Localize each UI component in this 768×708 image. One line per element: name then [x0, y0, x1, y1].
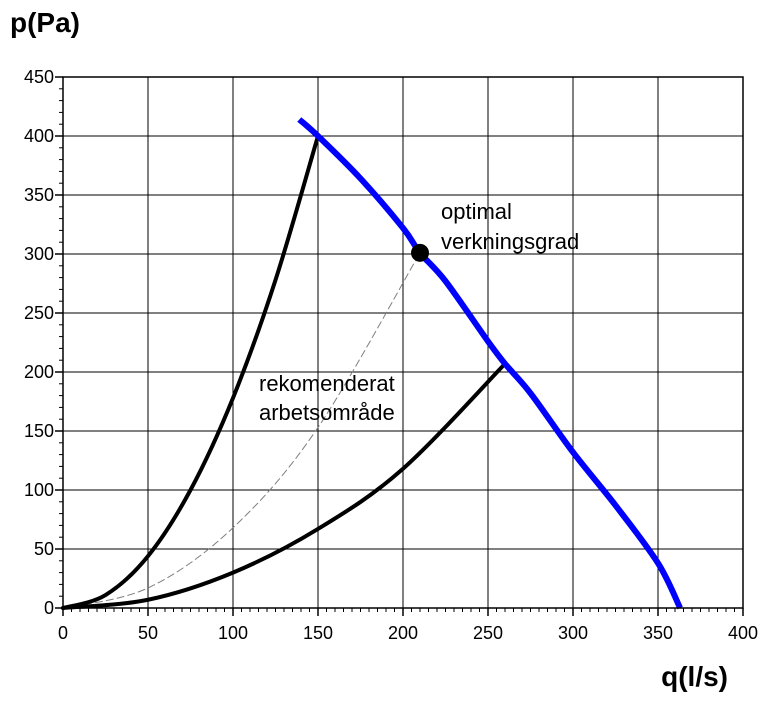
system-curve-upper-limit-line — [61, 134, 320, 610]
y-tick-label: 400 — [24, 126, 54, 146]
x-tick-label: 250 — [473, 623, 503, 643]
y-tick-label: 300 — [24, 244, 54, 264]
x-tick-label: 150 — [303, 623, 333, 643]
y-tick-label: 200 — [24, 362, 54, 382]
x-tick-label: 200 — [388, 623, 418, 643]
system-curve-lower-limit-line — [61, 361, 507, 610]
annotation-recommended-range: rekomenderat arbetsområde — [259, 371, 401, 425]
annotation-optimal-efficiency: optimal verkningsgrad — [441, 199, 579, 254]
x-tick-label: 50 — [138, 623, 158, 643]
y-axis-ticks: 0 50 100 150 200 250 300 350 400 450 — [24, 67, 63, 618]
system-curve-optimal-line — [62, 252, 421, 609]
markers — [411, 243, 429, 262]
y-tick-label: 0 — [44, 598, 54, 618]
minor-ticks — [59, 88, 735, 612]
annotation-optimal-line-1: optimal — [441, 199, 512, 224]
annotation-range-line-1: rekomenderat — [259, 371, 395, 396]
curves — [61, 117, 683, 610]
x-tick-label: 100 — [218, 623, 248, 643]
x-tick-label: 400 — [728, 623, 758, 643]
y-tick-label: 50 — [34, 539, 54, 559]
optimal-efficiency-point — [411, 243, 429, 262]
grid-lines — [62, 76, 744, 609]
y-axis-title: p(Pa) — [10, 7, 80, 38]
x-tick-label: 300 — [558, 623, 588, 643]
x-axis-title: q(l/s) — [661, 661, 728, 692]
y-tick-label: 100 — [24, 480, 54, 500]
annotation-range-line-2: arbetsområde — [259, 400, 395, 425]
x-tick-label: 350 — [643, 623, 673, 643]
y-tick-label: 150 — [24, 421, 54, 441]
y-tick-label: 350 — [24, 185, 54, 205]
fan-curve-line — [297, 117, 683, 610]
y-tick-label: 250 — [24, 303, 54, 323]
y-tick-label: 450 — [24, 67, 54, 87]
x-tick-label: 0 — [58, 623, 68, 643]
annotation-optimal-line-2: verkningsgrad — [441, 229, 579, 254]
x-axis-ticks: 0 50 100 150 200 250 300 350 400 — [58, 608, 758, 643]
